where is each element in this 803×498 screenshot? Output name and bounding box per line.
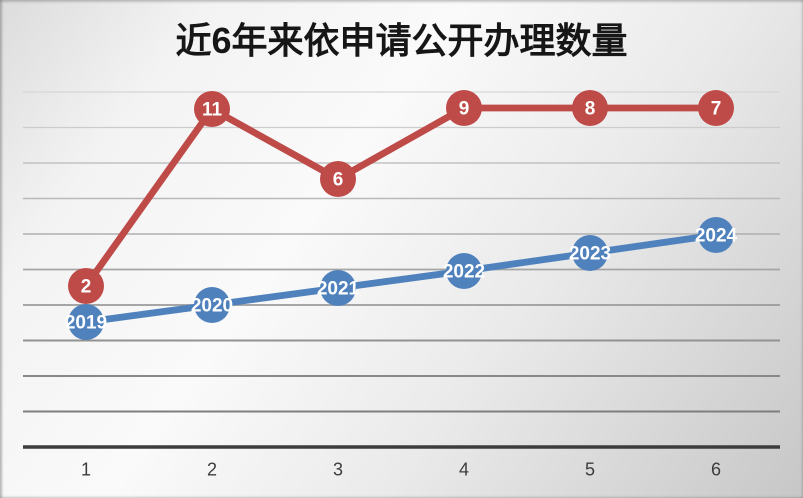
count-series-point-label: 6 (333, 170, 344, 191)
x-tick-label: 1 (81, 459, 91, 479)
year-series-line (82, 231, 720, 326)
count-series-marker (446, 90, 482, 126)
year-series-point-label: 2020 (191, 296, 233, 317)
year-series-marker (446, 253, 482, 289)
count-series-point-label: 8 (585, 99, 596, 120)
year-series-marker (698, 217, 734, 253)
count-series-point-label: 11 (202, 100, 223, 121)
x-tick-label: 2 (207, 459, 217, 479)
count-series-point-label: 9 (459, 99, 470, 120)
chart-title: 近6年来依申请公开办理数量 (175, 20, 628, 61)
x-tick-label: 4 (459, 459, 469, 479)
x-tick-label: 5 (585, 459, 595, 479)
year-series-point-label: 2019 (65, 313, 107, 334)
x-tick-label: 3 (333, 459, 343, 479)
year-series-marker (194, 287, 230, 323)
year-series-marker (68, 304, 104, 340)
count-series-marker (572, 90, 608, 126)
count-series-point-label: 2 (81, 277, 92, 298)
count-series-point-label: 7 (711, 99, 722, 120)
count-series-marker (68, 268, 104, 304)
count-series-marker (320, 161, 356, 197)
year-series-marker (572, 235, 608, 271)
count-series-line (82, 104, 720, 290)
x-tick-label: 6 (711, 459, 721, 479)
year-series-point-label: 2022 (443, 262, 485, 283)
year-series-marker (320, 270, 356, 306)
count-series-marker (698, 90, 734, 126)
count-series-marker (194, 91, 230, 127)
year-series-point-label: 2021 (317, 279, 360, 300)
year-series-point-label: 2023 (569, 244, 611, 265)
year-series-point-label: 2024 (695, 226, 738, 247)
